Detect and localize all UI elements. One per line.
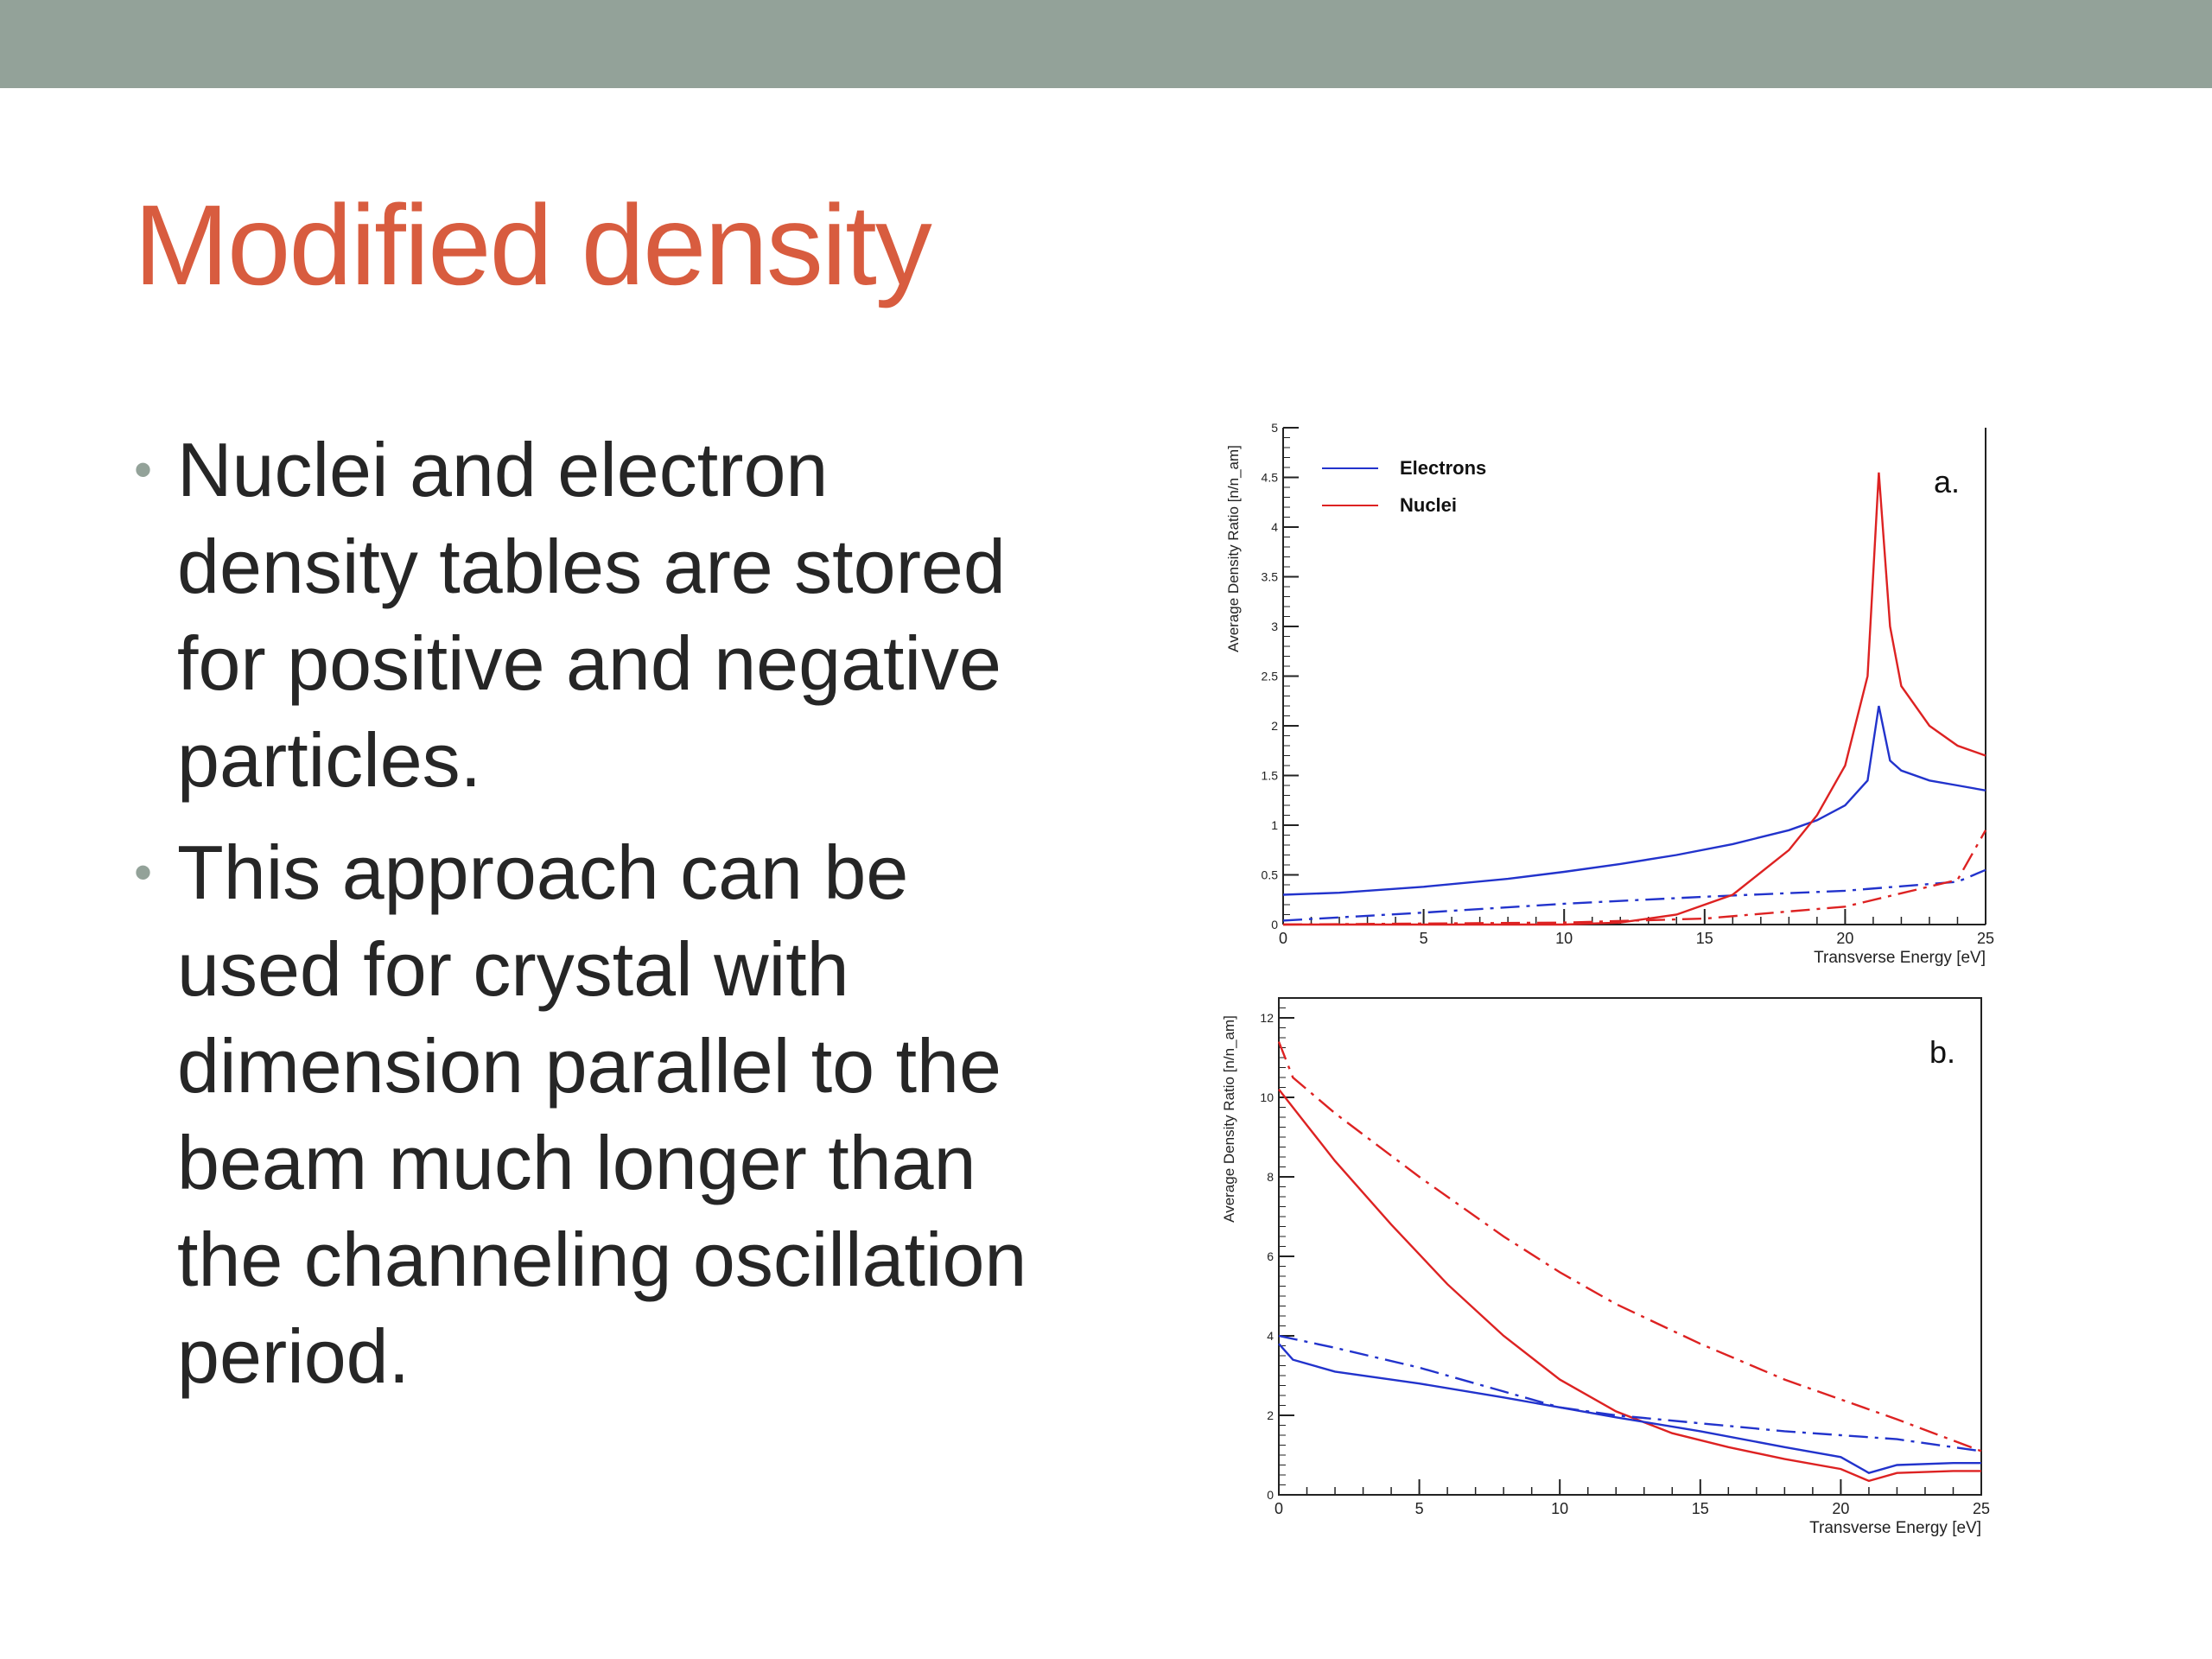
y-tick-label: 0 (1271, 918, 1278, 931)
series-line-nuclei (1278, 1089, 1981, 1483)
density-charts: 0 5 10 15 20 2500.511.522.533.544.55Transvers… (1221, 421, 1994, 1537)
y-tick-label: 12 (1260, 1011, 1274, 1025)
x-tick-label: 20 (1832, 1500, 1849, 1517)
y-tick-label: 3 (1271, 620, 1278, 633)
chart-area: 0 5 10 15 20 25 0 0.5 1 1.5 2 2.5 3 3.5 4 4.5 5 Transvers… (1214, 415, 2026, 1560)
y-tick-label: 4.5 (1262, 471, 1279, 485)
x-tick-label: 0 (1274, 1500, 1283, 1517)
bullet-text: This approach can be used for crystal wi… (177, 830, 1027, 1399)
y-axis-title: Average Density Ratio [n/n_am] (1225, 445, 1242, 652)
x-tick-label: 25 (1977, 930, 1994, 947)
x-tick-label: 10 (1555, 930, 1573, 947)
y-tick-label: 0 (1267, 1488, 1274, 1502)
bullet-dot-icon: • (134, 441, 153, 499)
x-tick-label: 25 (1973, 1500, 1990, 1517)
series-line-electrons (1282, 868, 1986, 922)
bullet-item: • This approach can be used for crystal … (130, 824, 1089, 1405)
series-line-electrons (1278, 1334, 1982, 1452)
bullet-text: Nuclei and electron density tables are s… (177, 427, 1006, 803)
x-tick-label: 5 (1415, 1500, 1424, 1517)
y-tick-label: 2.5 (1262, 670, 1279, 683)
x-axis-title: Transverse Energy [eV] (1814, 949, 1986, 967)
x-axis-title: Transverse Energy [eV] (1809, 1519, 1981, 1537)
y-tick-label: 0.5 (1262, 868, 1279, 882)
x-tick-label: 20 (1836, 930, 1853, 947)
series-line-nuclei (1277, 1041, 1982, 1452)
y-tick-label: 10 (1260, 1090, 1274, 1104)
panel-label: b. (1929, 1034, 1955, 1070)
y-tick-label: 4 (1271, 520, 1278, 534)
bullet-item: • Nuclei and electron density tables are… (130, 422, 1089, 809)
y-tick-label: 2 (1267, 1408, 1274, 1422)
legend-label: Nuclei (1400, 494, 1457, 516)
y-tick-label: 5 (1271, 421, 1278, 435)
y-tick-label: 6 (1267, 1249, 1274, 1263)
bullet-list: • Nuclei and electron density tables are… (130, 422, 1089, 1421)
y-tick-label: 1.5 (1262, 769, 1279, 783)
y-tick-label: 3.5 (1262, 570, 1279, 584)
series-line-electrons (1278, 1343, 1981, 1474)
x-tick-label: 15 (1696, 930, 1713, 947)
series-line-nuclei (1283, 472, 1986, 926)
x-tick-label: 0 (1279, 930, 1287, 947)
y-tick-label: 4 (1267, 1329, 1274, 1343)
legend-label: Electrons (1400, 457, 1486, 479)
series-line-nuclei (1282, 830, 1987, 926)
top-bar (0, 0, 2212, 88)
y-axis-title: Average Density Ratio [n/n_am] (1221, 1015, 1237, 1223)
y-tick-label: 2 (1271, 719, 1278, 733)
y-tick-label: 8 (1267, 1170, 1274, 1184)
bullet-dot-icon: • (134, 843, 153, 901)
series-line-electrons (1282, 705, 1986, 896)
y-tick-label: 1 (1271, 818, 1278, 832)
slide-title: Modified density (134, 181, 932, 308)
x-tick-label: 10 (1551, 1500, 1568, 1517)
panel-label: a. (1934, 464, 1960, 499)
x-tick-label: 15 (1692, 1500, 1709, 1517)
x-tick-label: 5 (1420, 930, 1428, 947)
